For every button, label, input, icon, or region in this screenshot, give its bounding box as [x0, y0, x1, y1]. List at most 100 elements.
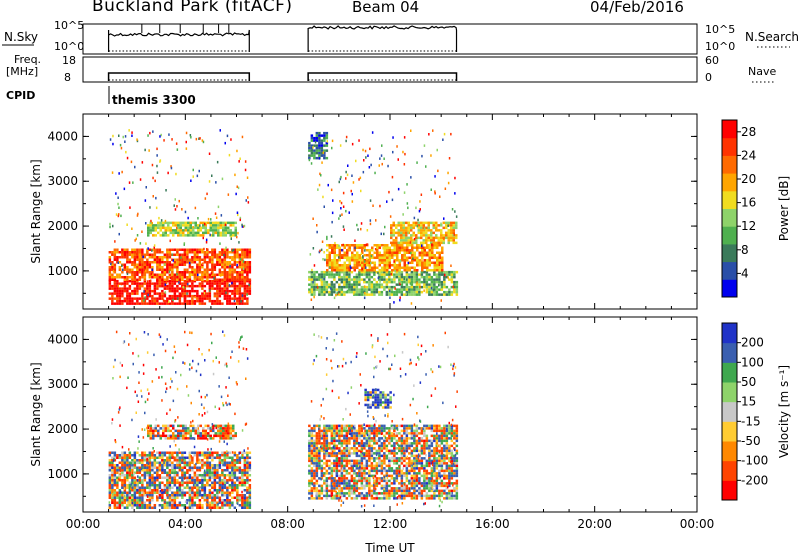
data-cell — [223, 261, 227, 264]
data-cell — [326, 254, 329, 257]
data-cell — [223, 486, 227, 489]
data-cell — [166, 268, 169, 271]
data-cell — [151, 469, 154, 472]
data-cell — [131, 248, 134, 251]
data-cell — [447, 224, 449, 227]
data-cell — [168, 266, 172, 269]
data-cell — [198, 266, 202, 269]
data-cell — [378, 429, 381, 433]
data-cell — [431, 243, 433, 246]
data-cell — [166, 287, 169, 290]
data-cell — [134, 165, 136, 169]
data-cell — [343, 494, 346, 498]
data-cell — [223, 479, 227, 482]
data-cell — [166, 476, 169, 479]
data-cell — [393, 494, 396, 498]
data-cell — [358, 429, 361, 433]
data-cell — [396, 259, 399, 262]
data-cell — [126, 271, 129, 274]
data-cell — [117, 202, 119, 206]
data-cell — [221, 504, 224, 507]
data-cell — [375, 477, 379, 480]
data-cell — [342, 243, 344, 247]
data-cell — [246, 499, 249, 502]
data-cell — [315, 464, 319, 468]
data-cell — [343, 484, 346, 488]
data-cell — [168, 248, 172, 251]
data-cell — [408, 288, 411, 291]
data-cell — [219, 242, 221, 245]
data-cell — [184, 429, 187, 433]
data-cell — [181, 294, 184, 298]
data-cell — [353, 429, 356, 433]
data-cell — [196, 266, 199, 269]
data-cell — [333, 467, 336, 470]
data-cell — [115, 192, 117, 195]
data-cell — [361, 269, 364, 272]
data-cell — [363, 293, 366, 296]
data-cell — [410, 251, 412, 255]
data-cell — [116, 494, 119, 497]
data-cell — [229, 429, 232, 433]
data-cell — [229, 231, 232, 235]
data-cell — [232, 224, 235, 227]
data-cell — [213, 263, 217, 266]
data-cell — [373, 270, 376, 274]
data-cell — [111, 299, 114, 303]
data-cell — [208, 294, 212, 298]
data-cell — [131, 253, 134, 256]
data-cell — [138, 276, 142, 279]
data-cell — [405, 273, 409, 276]
data-cell — [238, 476, 242, 479]
data-cell — [330, 442, 334, 445]
data-cell — [238, 276, 242, 279]
data-cell — [229, 229, 232, 232]
data-cell — [123, 481, 127, 484]
data-cell — [391, 244, 394, 247]
data-cell — [136, 139, 139, 143]
data-cell — [197, 231, 200, 235]
data-cell — [328, 264, 331, 267]
data-cell — [383, 474, 386, 478]
data-cell — [388, 479, 391, 483]
data-cell — [143, 273, 147, 276]
data-cell — [417, 221, 420, 225]
data-cell — [197, 432, 200, 435]
data-cell — [239, 216, 242, 220]
data-cell — [338, 439, 341, 443]
data-cell — [151, 261, 154, 264]
data-cell — [136, 486, 139, 489]
data-cell — [232, 429, 235, 433]
data-cell — [163, 253, 167, 256]
data-cell — [173, 484, 177, 487]
data-cell — [383, 444, 386, 448]
data-cell — [154, 224, 157, 227]
data-cell — [183, 292, 187, 295]
data-cell — [226, 496, 229, 499]
data-cell — [391, 254, 394, 257]
data-cell — [241, 469, 244, 472]
data-cell — [186, 248, 189, 251]
data-cell — [311, 268, 313, 272]
data-cell — [117, 196, 119, 199]
data-cell — [179, 234, 182, 237]
data-cell — [184, 229, 187, 232]
data-cell — [343, 275, 346, 279]
data-cell — [354, 246, 356, 250]
data-cell — [161, 268, 164, 271]
data-cell — [433, 270, 436, 274]
data-cell — [193, 289, 197, 293]
data-cell — [121, 287, 124, 290]
data-cell — [355, 275, 359, 279]
data-cell — [113, 279, 117, 283]
data-cell — [181, 481, 184, 484]
data-cell — [310, 290, 314, 294]
data-cell — [363, 464, 366, 468]
data-cell — [313, 429, 316, 433]
data-cell — [383, 244, 386, 247]
data-cell — [388, 190, 390, 194]
data-cell — [325, 144, 329, 147]
data-cell — [436, 256, 439, 259]
data-cell — [193, 268, 197, 271]
data-cell — [184, 434, 187, 438]
